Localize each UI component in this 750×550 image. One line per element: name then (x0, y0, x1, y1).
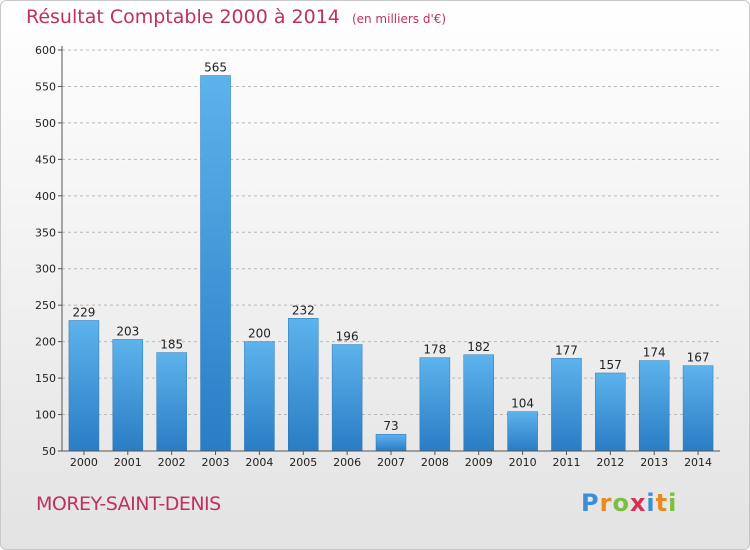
x-tick-label-2014: 2014 (684, 456, 712, 469)
x-tick-label-2009: 2009 (465, 456, 493, 469)
x-tick-label-2013: 2013 (640, 456, 668, 469)
x-tick-label-2008: 2008 (421, 456, 449, 469)
value-label-2013: 174 (643, 346, 666, 360)
y-tick-label: 400 (35, 190, 56, 203)
bar-2010 (507, 411, 538, 452)
bar-2012 (595, 372, 626, 452)
bar-2007 (375, 433, 407, 452)
bar-2002 (156, 352, 187, 452)
bar-2009 (463, 354, 494, 452)
axis-layer: 50 100 150 200 250 300 350 400 450 500 550 600 2000 2… (35, 44, 720, 469)
value-label-2002: 185 (160, 338, 183, 352)
bar-2000 (68, 320, 100, 452)
bar-2006 (331, 344, 363, 452)
value-label-2010: 104 (511, 397, 534, 411)
bar-2004 (244, 341, 275, 452)
bar-2008 (419, 357, 451, 452)
chart-title-text: Résultat Comptable 2000 à 2014 (26, 6, 340, 28)
y-tick-label: 250 (35, 299, 56, 312)
bar-layer: 229 203 185 565 200 232 196 73 178 182 104 177 157 17… (68, 61, 714, 452)
x-tick-label-2007: 2007 (377, 456, 405, 469)
x-tick-label-2004: 2004 (245, 456, 273, 469)
x-tick-label-2005: 2005 (289, 456, 317, 469)
y-tick-label: 50 (42, 445, 56, 458)
value-label-2009: 182 (467, 340, 490, 354)
y-tick-label: 350 (35, 226, 56, 239)
value-label-2014: 167 (687, 351, 710, 365)
value-label-2011: 177 (555, 343, 578, 357)
x-tick-label-2000: 2000 (70, 456, 98, 469)
value-label-2004: 200 (248, 327, 271, 341)
x-tick-label-2010: 2010 (509, 456, 537, 469)
x-tick-label-2011: 2011 (552, 456, 580, 469)
chart-title: Résultat Comptable 2000 à 2014 (en milli… (26, 6, 446, 28)
x-tick-label-2006: 2006 (333, 456, 361, 469)
value-label-2005: 232 (292, 303, 315, 317)
y-tick-label: 550 (35, 80, 56, 93)
value-label-2001: 203 (116, 324, 139, 338)
value-label-2007: 73 (383, 419, 398, 433)
commune-name: MOREY-SAINT-DENIS (36, 493, 221, 515)
value-label-2008: 178 (423, 343, 446, 357)
value-label-2006: 196 (336, 330, 359, 344)
value-label-2000: 229 (72, 305, 95, 319)
bar-2003 (200, 75, 231, 452)
bar-2005 (288, 318, 319, 452)
value-label-2012: 157 (599, 358, 622, 372)
bar-2001 (112, 339, 144, 452)
x-tick-label-2002: 2002 (158, 456, 186, 469)
y-tick-label: 500 (35, 117, 56, 130)
x-tick-label-2012: 2012 (596, 456, 624, 469)
y-tick-label: 200 (35, 336, 56, 349)
y-tick-label: 300 (35, 263, 56, 276)
y-tick-label: 100 (35, 409, 56, 422)
x-tick-label-2003: 2003 (202, 456, 230, 469)
bar-2013 (638, 360, 670, 452)
chart-subtitle: (en milliers d'€) (351, 12, 447, 26)
y-tick-label: 600 (35, 44, 56, 57)
bar-2011 (551, 358, 582, 452)
bar-2014 (682, 365, 714, 452)
proxiti-logo: Proxiti (581, 489, 678, 517)
y-tick-label: 150 (35, 372, 56, 385)
value-label-2003: 565 (204, 61, 227, 75)
x-tick-label-2001: 2001 (114, 456, 142, 469)
y-tick-label: 450 (35, 153, 56, 166)
